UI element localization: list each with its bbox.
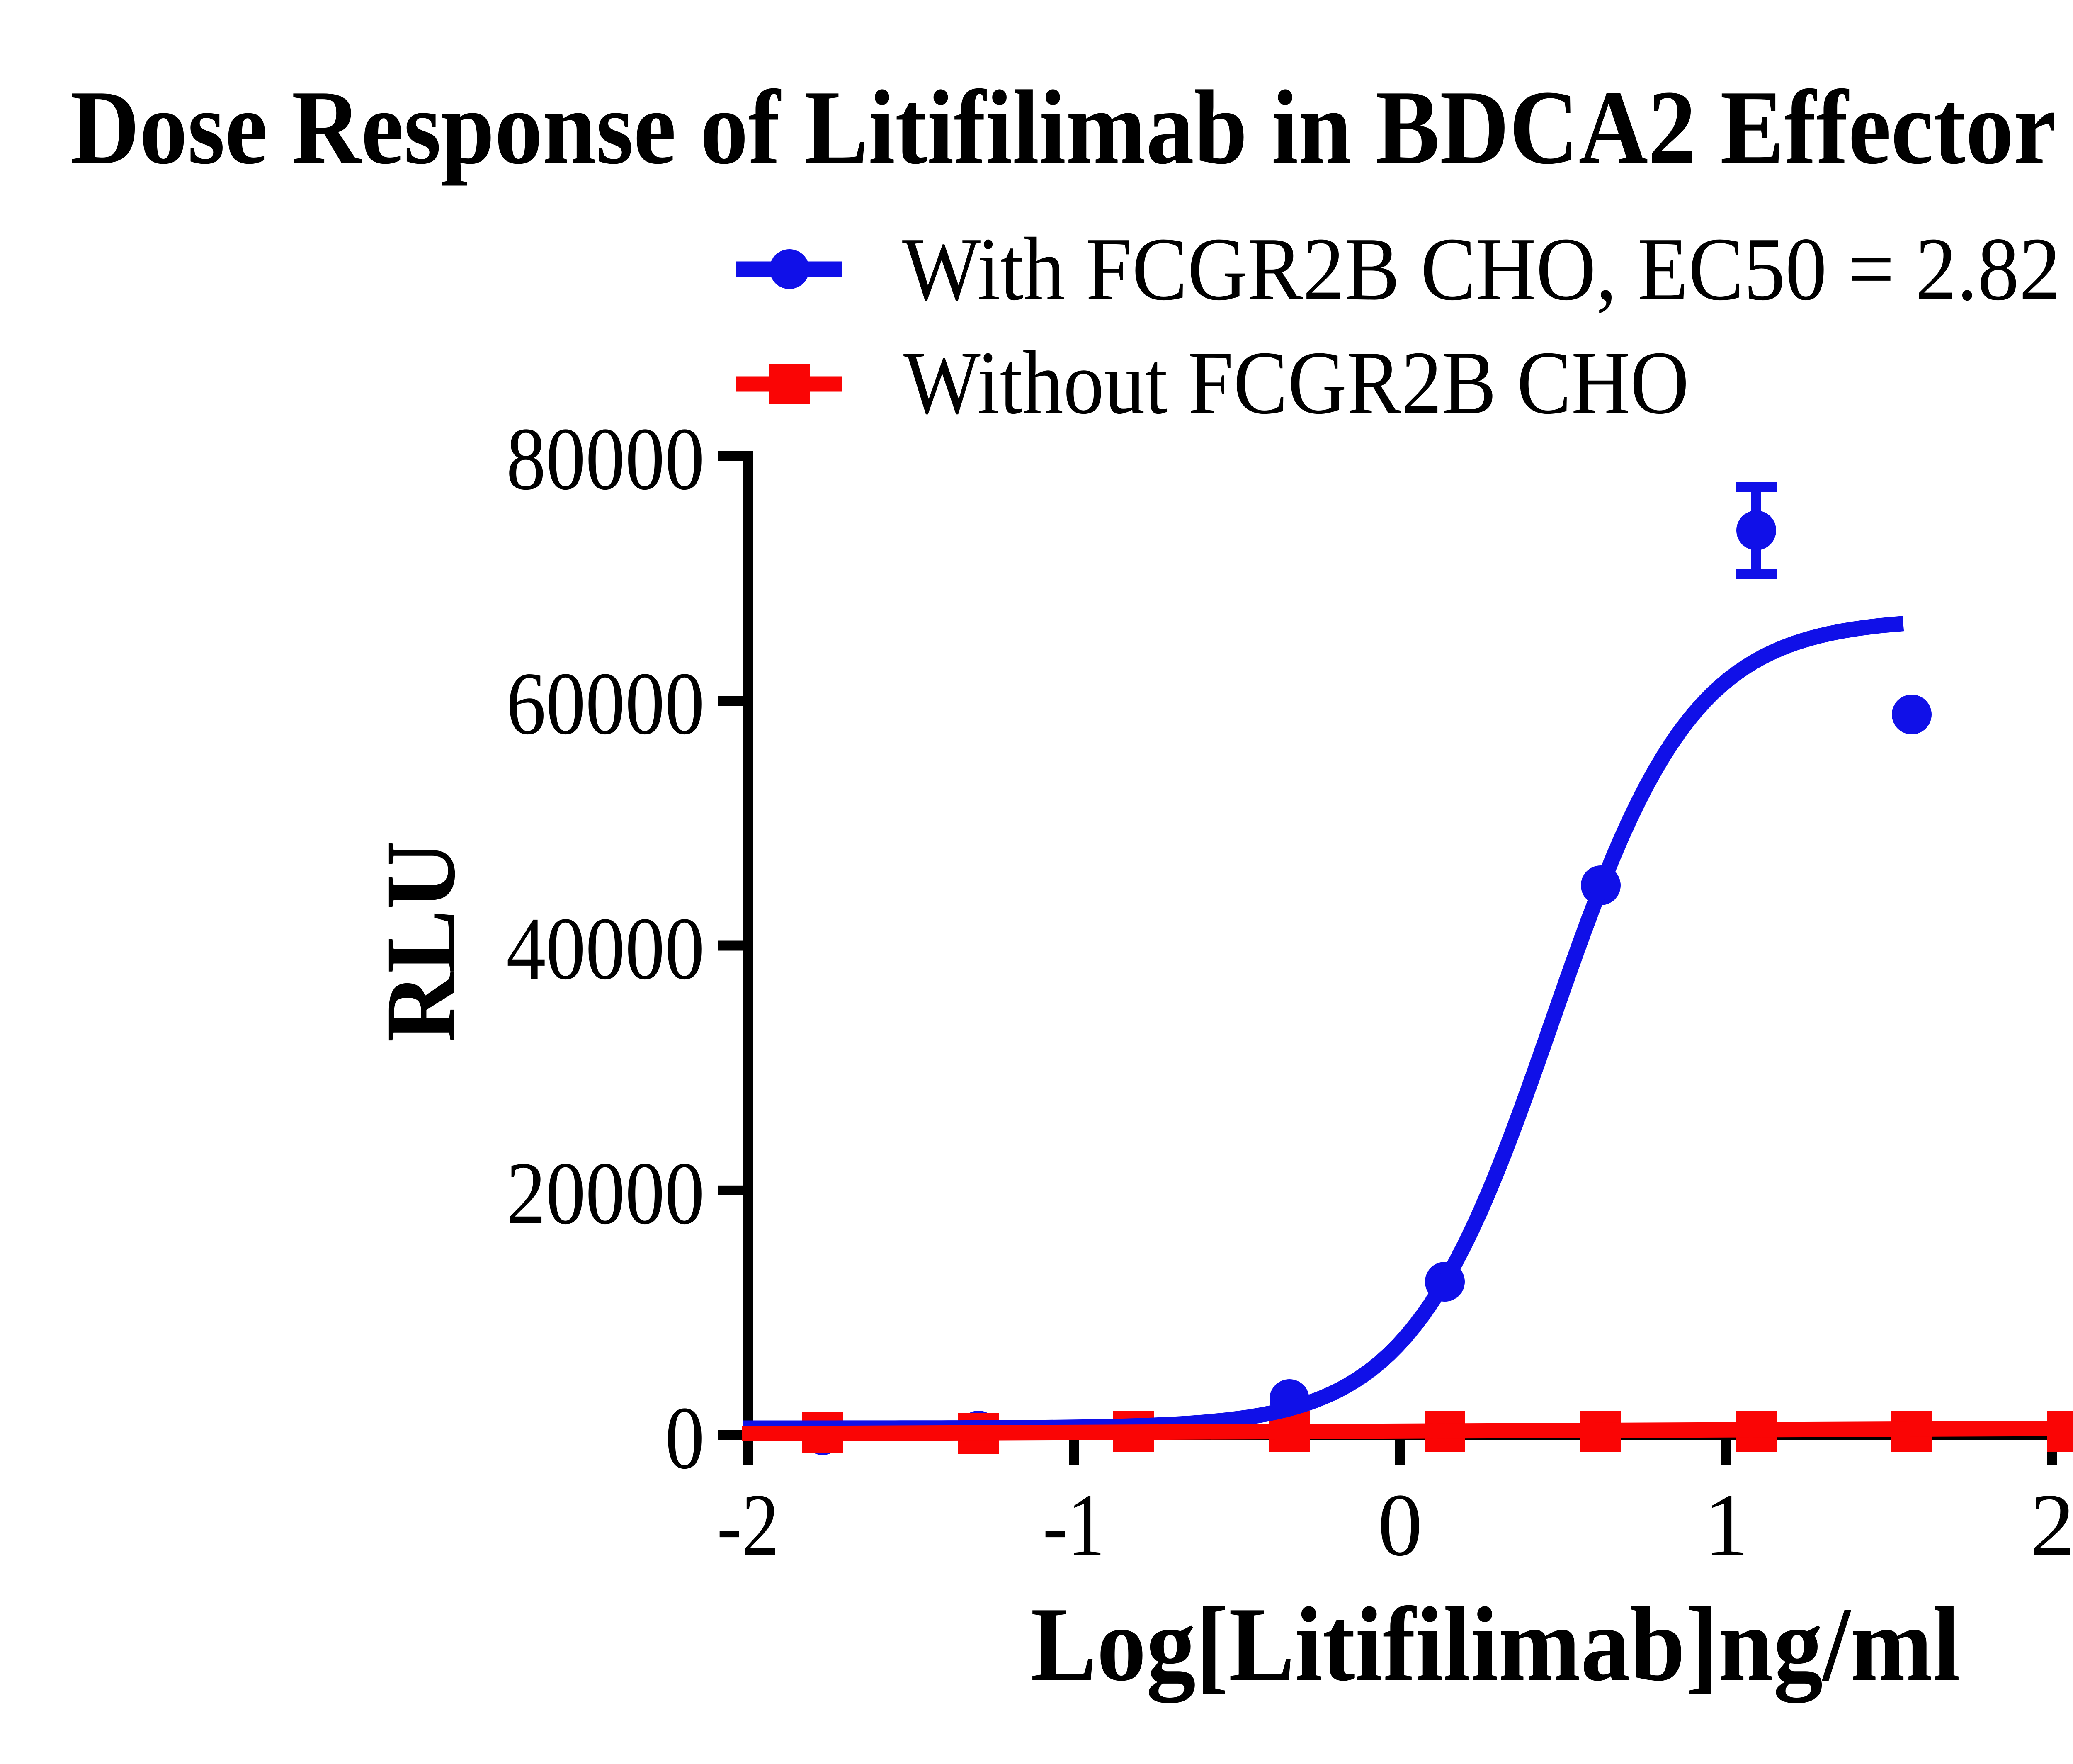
svg-text:0: 0: [1378, 1475, 1422, 1574]
svg-text:RLU: RLU: [365, 841, 476, 1042]
svg-text:Log[Litifilimab]ng/ml: Log[Litifilimab]ng/ml: [1031, 1586, 1960, 1703]
svg-text:Without FCGR2B CHO: Without FCGR2B CHO: [903, 333, 1689, 433]
svg-text:20000: 20000: [506, 1144, 704, 1243]
svg-text:1: 1: [1704, 1475, 1749, 1574]
svg-text:-1: -1: [1043, 1475, 1105, 1574]
svg-text:2: 2: [2030, 1475, 2073, 1574]
svg-text:-2: -2: [717, 1475, 779, 1574]
svg-text:80000: 80000: [506, 409, 704, 508]
svg-text:60000: 60000: [506, 654, 704, 753]
svg-text:0: 0: [665, 1388, 704, 1487]
svg-text:With FCGR2B CHO, EC50 = 2.82 n: With FCGR2B CHO, EC50 = 2.82 ng/ml: [902, 219, 2073, 319]
svg-text:Dose Response of Litifilimab i: Dose Response of Litifilimab in BDCA2 Ef…: [70, 69, 2073, 186]
svg-text:40000: 40000: [506, 899, 704, 998]
